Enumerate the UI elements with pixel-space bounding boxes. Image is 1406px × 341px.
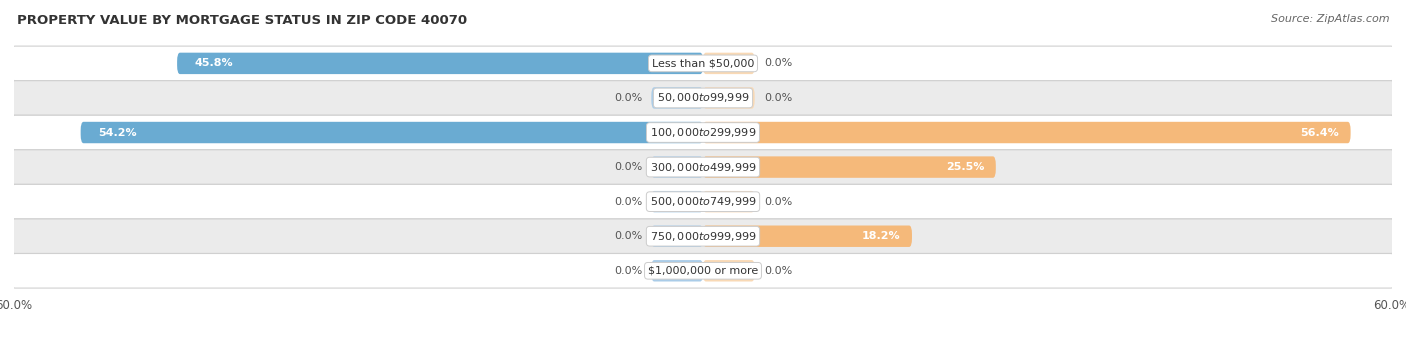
FancyBboxPatch shape [177,53,703,74]
Text: 0.0%: 0.0% [614,93,643,103]
Text: 0.0%: 0.0% [614,266,643,276]
FancyBboxPatch shape [8,150,1398,184]
Text: PROPERTY VALUE BY MORTGAGE STATUS IN ZIP CODE 40070: PROPERTY VALUE BY MORTGAGE STATUS IN ZIP… [17,14,467,27]
Text: $100,000 to $299,999: $100,000 to $299,999 [650,126,756,139]
FancyBboxPatch shape [651,225,703,247]
FancyBboxPatch shape [703,53,755,74]
FancyBboxPatch shape [703,157,995,178]
Text: 18.2%: 18.2% [862,231,900,241]
FancyBboxPatch shape [703,122,1351,143]
FancyBboxPatch shape [8,46,1398,81]
Text: 0.0%: 0.0% [763,93,792,103]
Text: 0.0%: 0.0% [614,197,643,207]
Legend: Without Mortgage, With Mortgage: Without Mortgage, With Mortgage [579,339,827,341]
FancyBboxPatch shape [703,225,912,247]
FancyBboxPatch shape [651,87,703,109]
Text: 0.0%: 0.0% [763,197,792,207]
FancyBboxPatch shape [8,115,1398,150]
FancyBboxPatch shape [651,260,703,282]
Text: Source: ZipAtlas.com: Source: ZipAtlas.com [1271,14,1389,24]
FancyBboxPatch shape [80,122,703,143]
Text: $300,000 to $499,999: $300,000 to $499,999 [650,161,756,174]
Text: 25.5%: 25.5% [946,162,984,172]
FancyBboxPatch shape [8,81,1398,115]
FancyBboxPatch shape [703,260,755,282]
Text: $50,000 to $99,999: $50,000 to $99,999 [657,91,749,104]
Text: 54.2%: 54.2% [98,128,136,137]
FancyBboxPatch shape [651,157,703,178]
Text: 0.0%: 0.0% [614,231,643,241]
Text: $1,000,000 or more: $1,000,000 or more [648,266,758,276]
FancyBboxPatch shape [703,87,755,109]
Text: 0.0%: 0.0% [614,162,643,172]
FancyBboxPatch shape [8,219,1398,253]
FancyBboxPatch shape [8,253,1398,288]
Text: $750,000 to $999,999: $750,000 to $999,999 [650,230,756,243]
Text: 56.4%: 56.4% [1301,128,1339,137]
Text: 0.0%: 0.0% [763,58,792,69]
Text: Less than $50,000: Less than $50,000 [652,58,754,69]
FancyBboxPatch shape [651,191,703,212]
FancyBboxPatch shape [703,191,755,212]
Text: $500,000 to $749,999: $500,000 to $749,999 [650,195,756,208]
Text: 45.8%: 45.8% [194,58,233,69]
FancyBboxPatch shape [8,184,1398,219]
Text: 0.0%: 0.0% [763,266,792,276]
